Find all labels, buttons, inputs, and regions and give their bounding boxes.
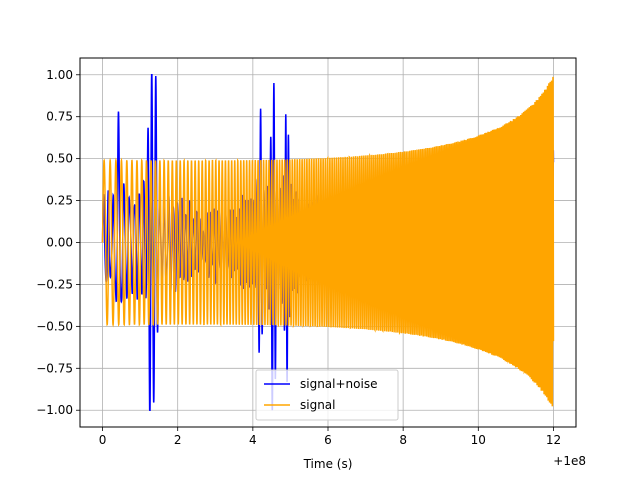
x-axis-label: Time (s) [303,457,353,471]
series-layer [101,74,555,411]
y-tick-label: 0.25 [46,194,73,208]
y-tick-label: −0.25 [36,277,73,291]
x-tick-label: 4 [249,433,257,447]
y-tick-label: 1.00 [46,68,73,82]
x-tick-label: 10 [471,433,486,447]
legend: signal+noise signal [255,369,399,421]
x-tick-label: 12 [546,433,561,447]
y-tick-label: −0.50 [36,319,73,333]
x-tick-label: 8 [399,433,407,447]
series-line-signal [101,76,555,407]
x-tick-label: 2 [174,433,182,447]
legend-entry-signal: signal [300,398,336,412]
y-tick-label: 0.75 [46,110,73,124]
legend-entry-signal-noise: signal+noise [300,377,377,391]
y-tick-label: −1.00 [36,403,73,417]
x-tick-label: 0 [99,433,107,447]
legend-box [255,369,399,421]
y-tick-label: 0.50 [46,152,73,166]
y-tick-label: 0.00 [46,236,73,250]
y-tick-label: −0.75 [36,361,73,375]
ticks: 0 2 4 6 8 10 12 −1.00 −0.75 −0.50 −0.25 0.00 0.25 0.5… [36,68,561,447]
x-tick-label: 6 [324,433,332,447]
x-offset-label: +1e8 [553,454,586,468]
